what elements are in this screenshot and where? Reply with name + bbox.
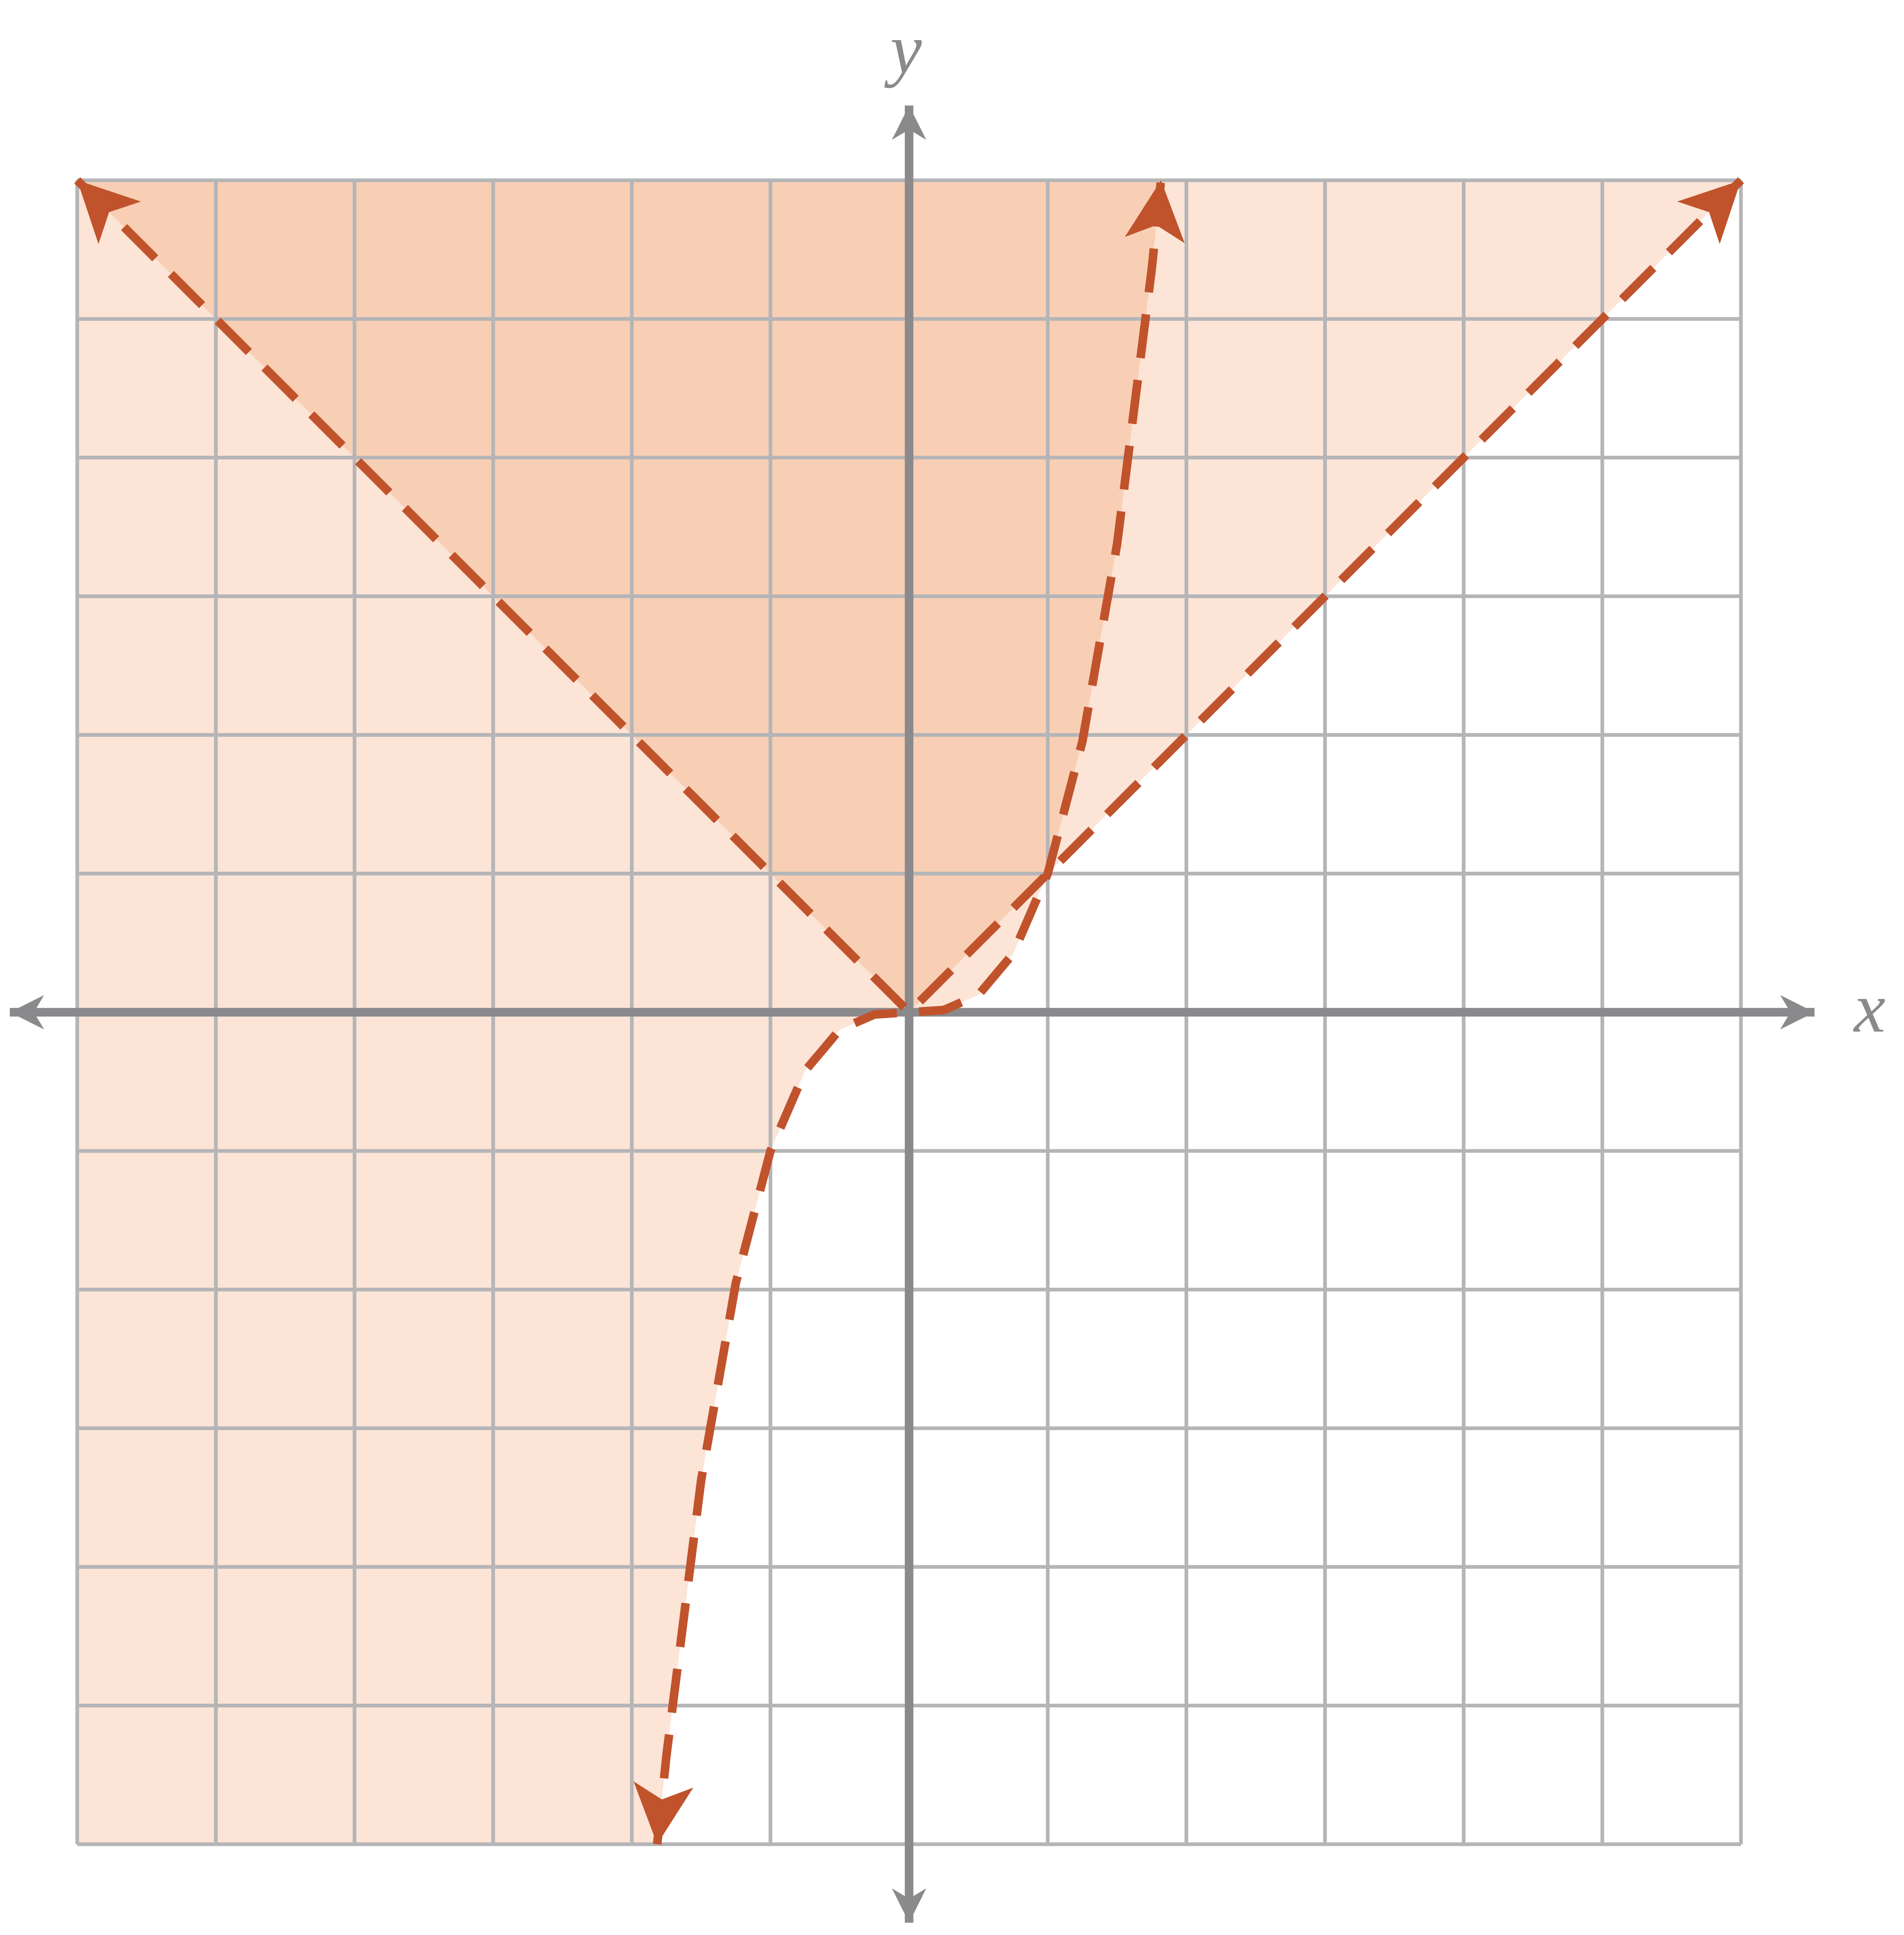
curves: [74, 177, 1744, 1845]
x-axis-label: x: [1853, 969, 1885, 1047]
curve: [633, 180, 1185, 1845]
y-axis-label: y: [884, 10, 922, 88]
curve: [74, 177, 1744, 1017]
